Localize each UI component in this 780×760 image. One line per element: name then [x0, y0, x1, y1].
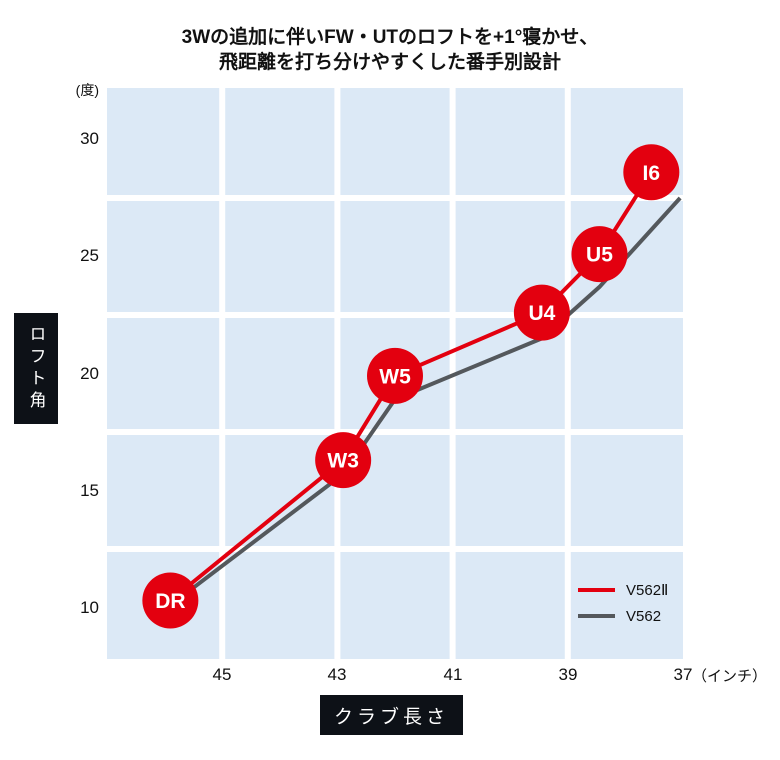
data-point-marker	[315, 432, 372, 489]
data-point-marker	[367, 347, 423, 404]
x-axis-label-box: クラブ長さ	[320, 695, 463, 735]
data-point-marker	[513, 284, 570, 341]
data-point-W3: W3	[315, 432, 372, 489]
x-tick-37: 37	[673, 665, 693, 684]
data-point-label: DR	[155, 590, 185, 613]
data-point-marker	[623, 144, 680, 201]
data-point-label: U5	[586, 244, 613, 267]
y-axis-label-box: ロフト角	[14, 313, 58, 424]
legend-swatch-red-line	[578, 588, 615, 592]
legend-item-v562ii: V562Ⅱ	[578, 577, 668, 603]
x-tick-43: 43	[327, 665, 347, 684]
legend-swatch-gray-line	[578, 614, 615, 618]
chart-title: 3Wの追加に伴いFW・UTのロフトを+1°寝かせ、 飛距離を打ち分けやすくした番…	[0, 25, 780, 75]
legend-label-v562ii: V562Ⅱ	[626, 581, 669, 599]
data-point-label: W3	[327, 450, 359, 473]
data-point-U4: U4	[513, 284, 570, 341]
data-point-marker	[571, 226, 628, 283]
data-point-DR: DR	[142, 572, 199, 629]
data-point-U5: U5	[571, 226, 628, 283]
data-point-label: U4	[528, 302, 555, 325]
y-axis-unit: (度)	[75, 82, 99, 98]
x-tick-39: 39	[558, 665, 578, 684]
legend: V562Ⅱ V562	[578, 577, 668, 629]
y-tick-20: 20	[80, 364, 99, 383]
data-point-label: W5	[379, 365, 411, 388]
data-point-label: I6	[643, 162, 661, 185]
data-point-W5: W5	[367, 347, 423, 404]
x-axis-unit: （インチ）	[692, 668, 768, 685]
chart-title-line2: 飛距離を打ち分けやすくした番手別設計	[218, 52, 561, 73]
x-axis-label: クラブ長さ	[333, 706, 449, 728]
legend-item-v562: V562	[578, 603, 668, 629]
x-tick-45: 45	[212, 665, 232, 684]
data-point-marker	[142, 572, 199, 629]
data-point-I6: I6	[623, 144, 680, 201]
y-tick-10: 10	[80, 598, 99, 617]
y-axis-label: ロフト角	[26, 324, 46, 413]
y-tick-25: 25	[80, 246, 99, 265]
y-tick-15: 15	[80, 481, 99, 500]
legend-label-v562: V562	[626, 607, 662, 625]
chart-title-line1: 3Wの追加に伴いFW・UTのロフトを+1°寝かせ、	[181, 27, 599, 48]
y-tick-30: 30	[80, 129, 99, 148]
x-tick-41: 41	[443, 665, 463, 684]
